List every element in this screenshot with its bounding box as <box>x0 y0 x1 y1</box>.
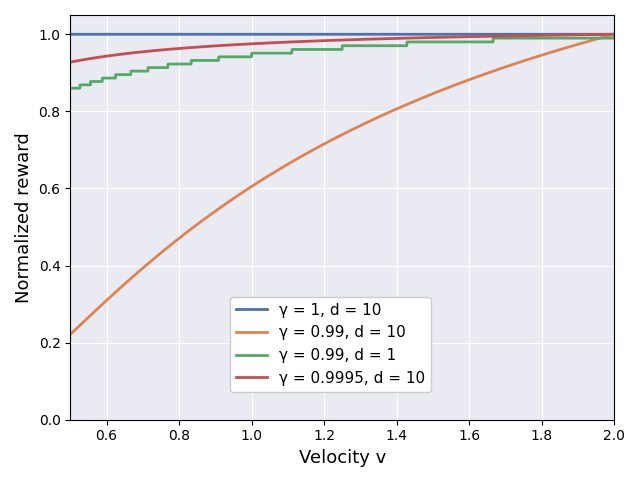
γ = 0.99, d = 1 <box>331 47 339 53</box>
γ = 0.99, d = 10 <box>331 135 339 141</box>
γ = 1, d = 10 <box>595 31 602 37</box>
γ = 0.9995, d = 10 <box>67 59 74 65</box>
X-axis label: Velocity v: Velocity v <box>298 449 386 467</box>
γ = 0.99, d = 1 <box>495 35 502 41</box>
Line: γ = 0.99, d = 1: γ = 0.99, d = 1 <box>70 34 614 88</box>
γ = 0.99, d = 1 <box>594 35 602 41</box>
γ = 0.9995, d = 10 <box>594 32 602 38</box>
γ = 0.99, d = 10 <box>94 306 102 311</box>
γ = 0.99, d = 1 <box>595 35 602 41</box>
γ = 1, d = 10 <box>94 31 102 37</box>
γ = 0.9995, d = 10 <box>316 38 324 44</box>
γ = 0.99, d = 10 <box>495 67 502 72</box>
γ = 0.9995, d = 10 <box>94 54 102 60</box>
γ = 1, d = 10 <box>594 31 602 37</box>
γ = 0.99, d = 10 <box>316 143 324 149</box>
γ = 0.99, d = 1 <box>67 85 74 91</box>
Legend: γ = 1, d = 10, γ = 0.99, d = 10, γ = 0.99, d = 1, γ = 0.9995, d = 10: γ = 1, d = 10, γ = 0.99, d = 10, γ = 0.9… <box>230 297 431 392</box>
γ = 1, d = 10 <box>316 31 324 37</box>
γ = 0.9995, d = 10 <box>495 33 502 39</box>
γ = 0.99, d = 1 <box>316 47 324 53</box>
γ = 0.99, d = 1 <box>610 31 618 37</box>
γ = 1, d = 10 <box>495 31 502 37</box>
γ = 0.9995, d = 10 <box>331 38 339 43</box>
γ = 0.99, d = 10 <box>610 31 618 37</box>
γ = 1, d = 10 <box>67 31 74 37</box>
γ = 1, d = 10 <box>331 31 339 37</box>
γ = 0.99, d = 10 <box>67 332 74 337</box>
Y-axis label: Normalized reward: Normalized reward <box>15 132 33 303</box>
γ = 0.99, d = 10 <box>594 36 602 41</box>
γ = 0.99, d = 1 <box>94 79 102 84</box>
γ = 0.9995, d = 10 <box>610 31 618 37</box>
γ = 1, d = 10 <box>610 31 618 37</box>
Line: γ = 0.99, d = 10: γ = 0.99, d = 10 <box>70 34 614 335</box>
γ = 0.99, d = 10 <box>595 36 602 41</box>
Line: γ = 0.9995, d = 10: γ = 0.9995, d = 10 <box>70 34 614 62</box>
γ = 0.9995, d = 10 <box>595 32 602 38</box>
